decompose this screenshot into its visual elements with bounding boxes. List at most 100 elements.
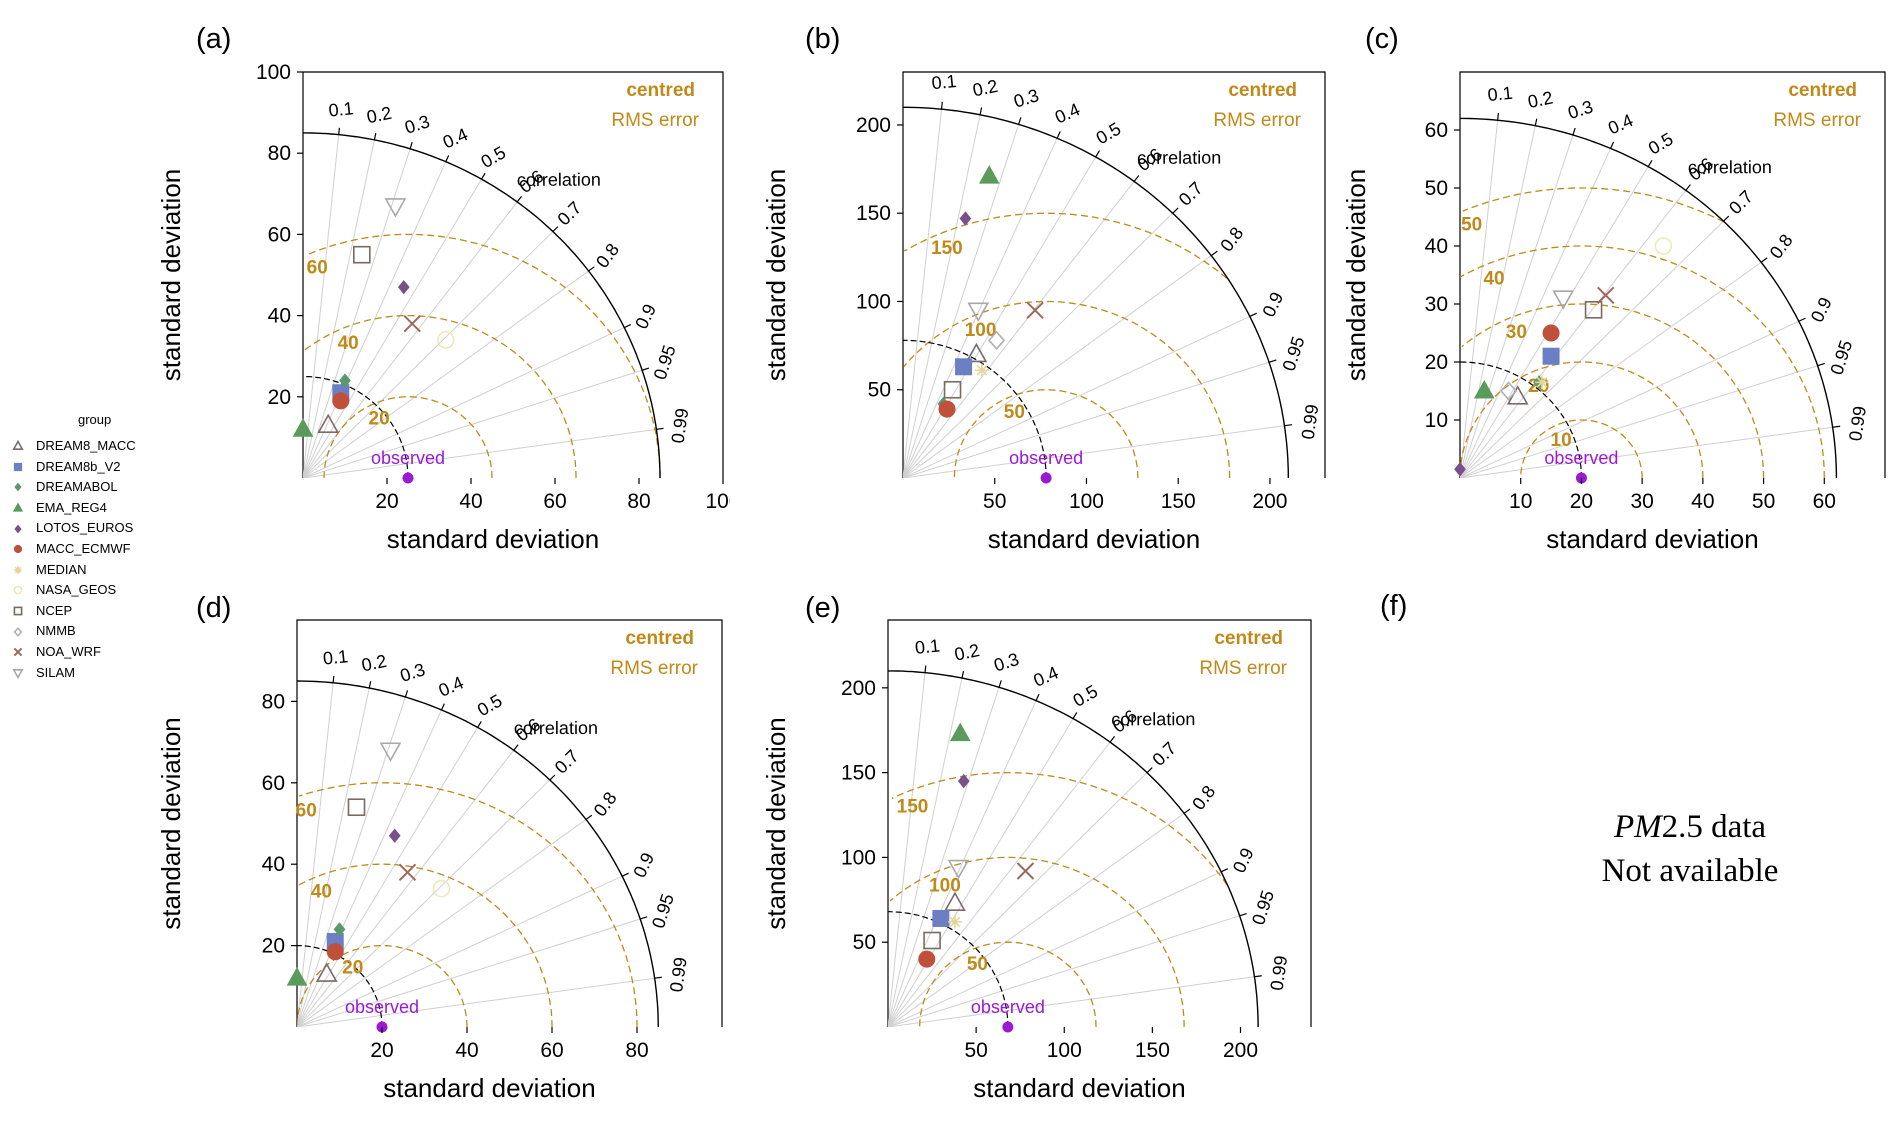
x-tick-label: 150 [1135, 1039, 1170, 1062]
legend-marker-icon [13, 586, 23, 595]
correlation-ray [903, 255, 1212, 478]
correlation-ray [903, 212, 1174, 478]
observed-sd-arc [297, 945, 383, 1027]
max-sd-arc [888, 670, 1259, 1027]
legend-symbol-ema-reg4 [12, 502, 24, 512]
y-tick-label: 20 [1425, 351, 1448, 374]
correlation-tick-label: 0.2 [953, 640, 982, 665]
y-tick-label: 100 [841, 846, 876, 869]
panel-letter-f: (f) [1380, 590, 1408, 622]
rms-contour-label: 150 [897, 796, 929, 817]
point-dream8-macc [944, 891, 966, 912]
correlation-tick [1254, 975, 1262, 978]
rms-contour [904, 212, 1228, 279]
correlation-tick [373, 132, 377, 140]
observed-label: observed [1009, 448, 1083, 468]
correlation-tick [1534, 118, 1538, 126]
legend-item-lotos-euros: LOTOS_EUROS [8, 518, 178, 539]
x-tick-label: 20 [375, 490, 398, 513]
legend-item-silam: SILAM [8, 663, 178, 684]
point-dreamabol [333, 922, 346, 937]
legend-marker-icon [14, 524, 22, 534]
correlation-tick [1647, 160, 1653, 167]
correlation-ray [903, 109, 943, 478]
legend-item-nasa-geos: NASA_GEOS [8, 580, 178, 601]
correlation-ray [903, 156, 1097, 478]
rms-contour [953, 389, 1139, 478]
legend-symbol-macc-ecmwf [13, 545, 23, 554]
correlation-tick [641, 367, 650, 371]
correlation-tick [1210, 250, 1218, 257]
point-macc-ecmwf [332, 392, 350, 410]
point-ncep [1584, 300, 1603, 319]
correlation-tick-label: 0.5 [1645, 129, 1677, 159]
correlation-ray [1460, 134, 1574, 478]
correlation-tick [1685, 184, 1691, 191]
rms-title-line1: centred [1214, 628, 1283, 649]
rms-contour-label: 20 [342, 957, 363, 978]
observed-sd-arc [1460, 361, 1582, 478]
correlation-ray [888, 677, 963, 1027]
correlation-ray [903, 315, 1250, 478]
point-ema-reg4 [978, 165, 1000, 184]
rms-contour-label: 150 [931, 238, 963, 259]
correlation-tick-label: 0.99 [666, 956, 691, 994]
correlation-tick [368, 681, 372, 689]
correlation-ray [903, 181, 1135, 478]
legend-label: MACC_ECMWF [36, 540, 131, 556]
rms-contour [1520, 419, 1643, 478]
plot-frame [887, 619, 1312, 1027]
correlation-tick-label: 0.5 [474, 690, 506, 720]
legend-label: NOA_WRF [36, 643, 101, 659]
correlation-tick-label: 0.3 [402, 111, 432, 138]
point-macc-ecmwf [918, 950, 936, 968]
correlation-tick-label: 0.1 [322, 646, 349, 668]
correlation-tick-label: 0.95 [1248, 888, 1278, 928]
correlation-ray [303, 201, 518, 478]
legend-item-nmmb: NMMB [8, 621, 178, 642]
rms-contour-label: 40 [311, 882, 332, 903]
observed-label: observed [371, 448, 445, 468]
x-tick-label: 60 [543, 490, 566, 513]
correlation-tick-label: 0.5 [1093, 118, 1125, 148]
correlation-ray [888, 718, 1074, 1027]
y-tick-label: 80 [262, 690, 285, 713]
rms-title-line1: centred [1788, 80, 1857, 101]
rms-title-line2: RMS error [1773, 110, 1861, 131]
panel-letter--b-: (b) [805, 23, 840, 55]
correlation-tick [1760, 257, 1768, 263]
y-tick-label: 40 [262, 853, 285, 876]
legend-symbol-dreamabol [14, 483, 22, 492]
rms-contour-label: 60 [296, 800, 317, 821]
correlation-tick [1183, 808, 1191, 814]
correlation-ray [303, 428, 657, 478]
point-median [975, 363, 989, 378]
correlation-ray [888, 871, 1222, 1027]
point-ncep [943, 380, 962, 399]
correlation-ray [888, 976, 1255, 1027]
correlation-ray [303, 231, 554, 478]
correlation-tick [440, 703, 445, 711]
rms-title-line2: RMS error [611, 110, 699, 131]
point-noa-wrf [1016, 862, 1035, 880]
x-axis-title: standard deviation [973, 1073, 1185, 1103]
plot-frame [296, 619, 723, 1027]
correlation-axis-title: correlation [1111, 709, 1195, 729]
point-noa-wrf [1597, 286, 1615, 305]
correlation-tick-label: 0.2 [360, 651, 389, 676]
max-sd-arc [303, 132, 661, 478]
y-axis-title: standard deviation [156, 169, 186, 381]
point-noa-wrf [403, 315, 421, 333]
correlation-ray [888, 915, 1240, 1027]
point-macc-ecmwf [1542, 324, 1560, 342]
correlation-ray [903, 425, 1285, 478]
correlation-tick-label: 0.3 [991, 649, 1021, 676]
point-ema-reg4 [286, 967, 308, 986]
correlation-ray [297, 682, 334, 1027]
correlation-tick-label: 0.5 [1070, 681, 1102, 711]
legend-marker-icon [12, 440, 24, 451]
correlation-tick [1268, 359, 1277, 363]
legend-label: DREAM8_MACC [36, 438, 136, 453]
point-ncep [923, 931, 941, 950]
